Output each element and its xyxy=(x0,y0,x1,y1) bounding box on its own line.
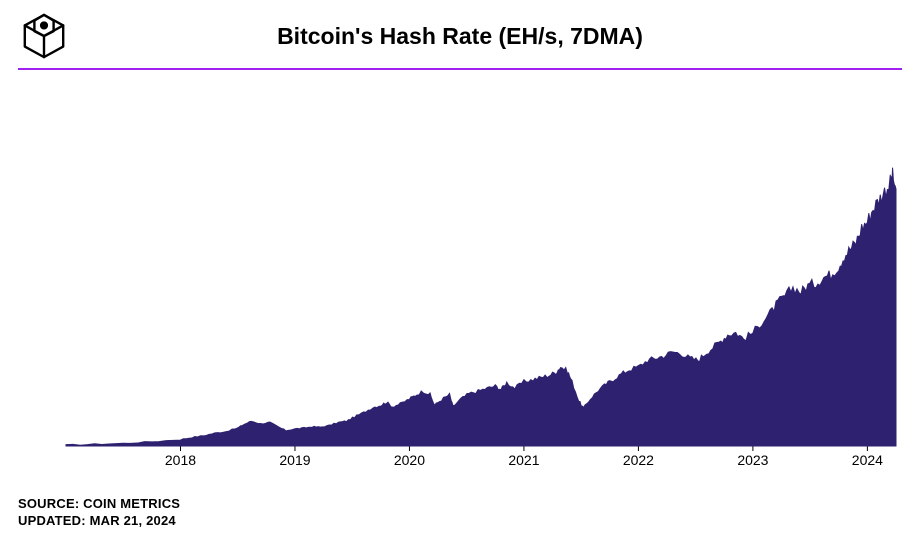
brand-logo-icon xyxy=(20,12,68,60)
updated-label: UPDATED: MAR 21, 2024 xyxy=(18,512,180,530)
chart-title: Bitcoin's Hash Rate (EH/s, 7DMA) xyxy=(277,23,643,50)
chart-area: 0200400600800 20182019202020212022202320… xyxy=(18,74,902,474)
x-tick-label: 2019 xyxy=(279,452,310,468)
x-tick-label: 2018 xyxy=(165,452,196,468)
source-label: SOURCE: COIN METRICS xyxy=(18,495,180,513)
x-tick-label: 2021 xyxy=(508,452,539,468)
x-tick-label: 2023 xyxy=(737,452,768,468)
x-tick-label: 2024 xyxy=(852,452,883,468)
x-tick-label: 2020 xyxy=(394,452,425,468)
x-tick-label: 2022 xyxy=(623,452,654,468)
chart-footer: SOURCE: COIN METRICS UPDATED: MAR 21, 20… xyxy=(18,495,180,530)
accent-line xyxy=(18,68,902,70)
hashrate-area xyxy=(66,168,896,446)
